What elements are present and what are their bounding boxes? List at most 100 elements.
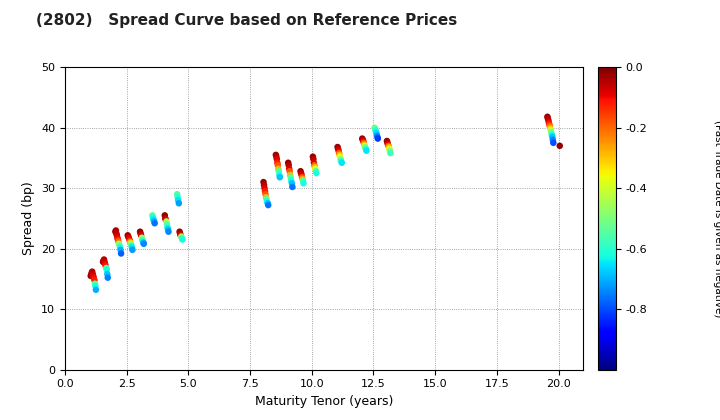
Point	[334, 152, 346, 158]
Point	[310, 165, 321, 172]
Point	[298, 180, 310, 186]
Point	[382, 142, 394, 149]
Point	[122, 233, 134, 240]
Point	[102, 270, 113, 277]
Point	[307, 153, 319, 160]
Point	[114, 247, 126, 253]
Point	[135, 228, 146, 235]
Point	[159, 212, 171, 219]
Point	[147, 214, 158, 220]
Point	[297, 178, 309, 184]
Point	[358, 139, 369, 146]
Point	[284, 165, 295, 172]
Point	[176, 236, 188, 243]
Point	[99, 260, 111, 267]
Point	[123, 234, 135, 241]
Point	[547, 136, 559, 143]
Point	[384, 150, 396, 156]
Point	[122, 232, 133, 239]
Point	[332, 144, 343, 150]
Point	[308, 160, 320, 166]
Point	[271, 156, 283, 163]
Point	[138, 239, 149, 246]
Point	[125, 238, 136, 245]
Point	[113, 240, 125, 247]
Point	[544, 126, 556, 132]
Point	[161, 218, 172, 225]
Point	[358, 138, 369, 144]
Point	[309, 164, 320, 171]
Point	[360, 145, 372, 152]
Point	[174, 228, 185, 235]
Point	[124, 236, 135, 243]
Point	[546, 131, 557, 138]
Point	[546, 129, 557, 136]
Point	[384, 147, 396, 154]
Point	[174, 230, 186, 237]
Point	[361, 147, 372, 154]
Point	[543, 117, 554, 124]
Point	[99, 256, 110, 263]
Point	[284, 168, 295, 175]
Point	[160, 215, 171, 222]
Point	[295, 170, 307, 176]
Point	[90, 286, 102, 293]
Point	[125, 239, 136, 246]
Point	[110, 227, 122, 234]
Point	[274, 171, 285, 178]
Point	[260, 194, 271, 201]
Point	[112, 238, 124, 245]
Point	[274, 174, 286, 181]
Point	[173, 200, 184, 207]
Point	[137, 238, 148, 245]
Point	[270, 152, 282, 158]
Point	[262, 200, 274, 207]
Point	[148, 216, 159, 223]
Point	[176, 234, 188, 241]
Point	[285, 178, 297, 184]
Point	[260, 191, 271, 197]
Text: (2802)   Spread Curve based on Reference Prices: (2802) Spread Curve based on Reference P…	[36, 13, 457, 28]
Point	[283, 162, 294, 168]
Point	[359, 142, 371, 149]
Point	[162, 226, 174, 233]
Point	[272, 162, 284, 168]
Point	[541, 113, 553, 120]
Point	[309, 162, 320, 168]
Point	[98, 257, 109, 264]
Point	[372, 135, 384, 142]
Point	[336, 160, 348, 166]
Point	[259, 188, 271, 194]
Point	[356, 135, 368, 142]
Point	[258, 185, 270, 192]
Point	[161, 221, 173, 228]
Point	[85, 273, 96, 279]
Point	[369, 124, 380, 131]
Point	[112, 234, 123, 241]
Point	[357, 136, 369, 143]
Point	[333, 150, 345, 156]
Point	[273, 165, 284, 172]
Point	[88, 274, 99, 281]
Point	[297, 176, 308, 182]
Point	[546, 134, 558, 140]
Point	[102, 274, 114, 281]
Point	[310, 170, 322, 176]
Point	[335, 156, 346, 163]
Point	[273, 168, 284, 175]
Point	[109, 228, 121, 235]
Point	[371, 129, 382, 136]
Point	[172, 197, 184, 204]
Point	[333, 145, 344, 152]
Point	[370, 127, 382, 134]
Point	[114, 244, 126, 251]
Point	[101, 266, 112, 273]
Point	[258, 182, 270, 189]
Y-axis label: Spread (bp): Spread (bp)	[22, 181, 35, 255]
Point	[176, 233, 187, 240]
Point	[542, 115, 554, 122]
Point	[543, 119, 554, 126]
Point	[359, 144, 371, 150]
Point	[111, 230, 122, 237]
Point	[89, 281, 101, 287]
